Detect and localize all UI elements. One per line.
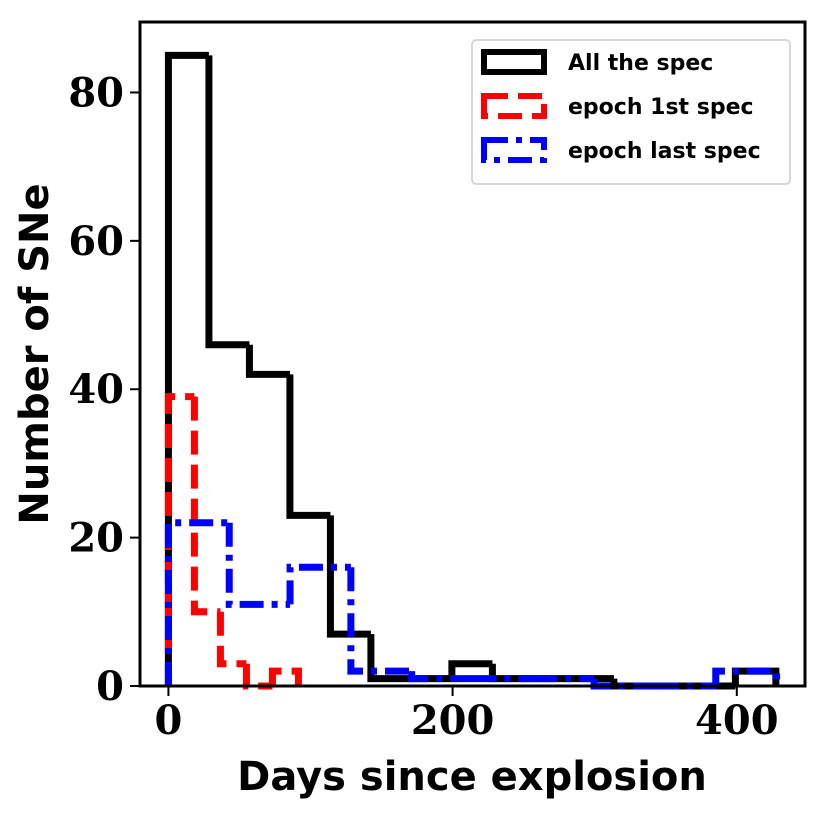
histogram-step	[448, 660, 493, 679]
legend-label: epoch 1st spec	[568, 95, 754, 120]
y-axis-label: Number of SNe	[12, 183, 58, 524]
histogram-step	[367, 634, 412, 683]
histogram-step	[268, 667, 302, 686]
histogram-step	[286, 374, 331, 519]
legend-box	[471, 39, 791, 185]
legend-label: All the spec	[568, 51, 713, 76]
legend-swatch	[481, 137, 547, 163]
histogram-step	[205, 55, 250, 349]
x-tick-label: 400	[695, 697, 779, 744]
histogram-step	[712, 667, 781, 686]
histogram-step	[347, 567, 412, 675]
y-tick-label: 0	[96, 663, 124, 710]
y-tick-label: 60	[68, 218, 124, 265]
y-tick-label: 40	[68, 366, 124, 413]
y-tick-label: 80	[68, 69, 124, 116]
histogram-step	[286, 563, 351, 605]
histogram-step	[164, 393, 195, 686]
histogram-step	[216, 611, 247, 668]
histogram-step	[245, 344, 290, 378]
legend-swatch	[481, 93, 547, 119]
histogram-step	[326, 515, 371, 638]
histogram-step	[164, 51, 209, 686]
x-axis-label: Days since explosion	[237, 754, 707, 800]
x-tick-label: 0	[154, 697, 182, 744]
legend-swatch	[481, 49, 547, 75]
histogram-step	[242, 663, 273, 690]
legend-label: epoch last spec	[568, 139, 761, 164]
histogram-step	[225, 522, 291, 608]
plot-frame	[138, 20, 807, 688]
x-tick-label: 200	[411, 697, 495, 744]
y-tick-label: 20	[68, 515, 124, 562]
histogram-step	[408, 671, 473, 683]
histogram-step	[190, 396, 221, 616]
histogram-step	[164, 519, 230, 686]
